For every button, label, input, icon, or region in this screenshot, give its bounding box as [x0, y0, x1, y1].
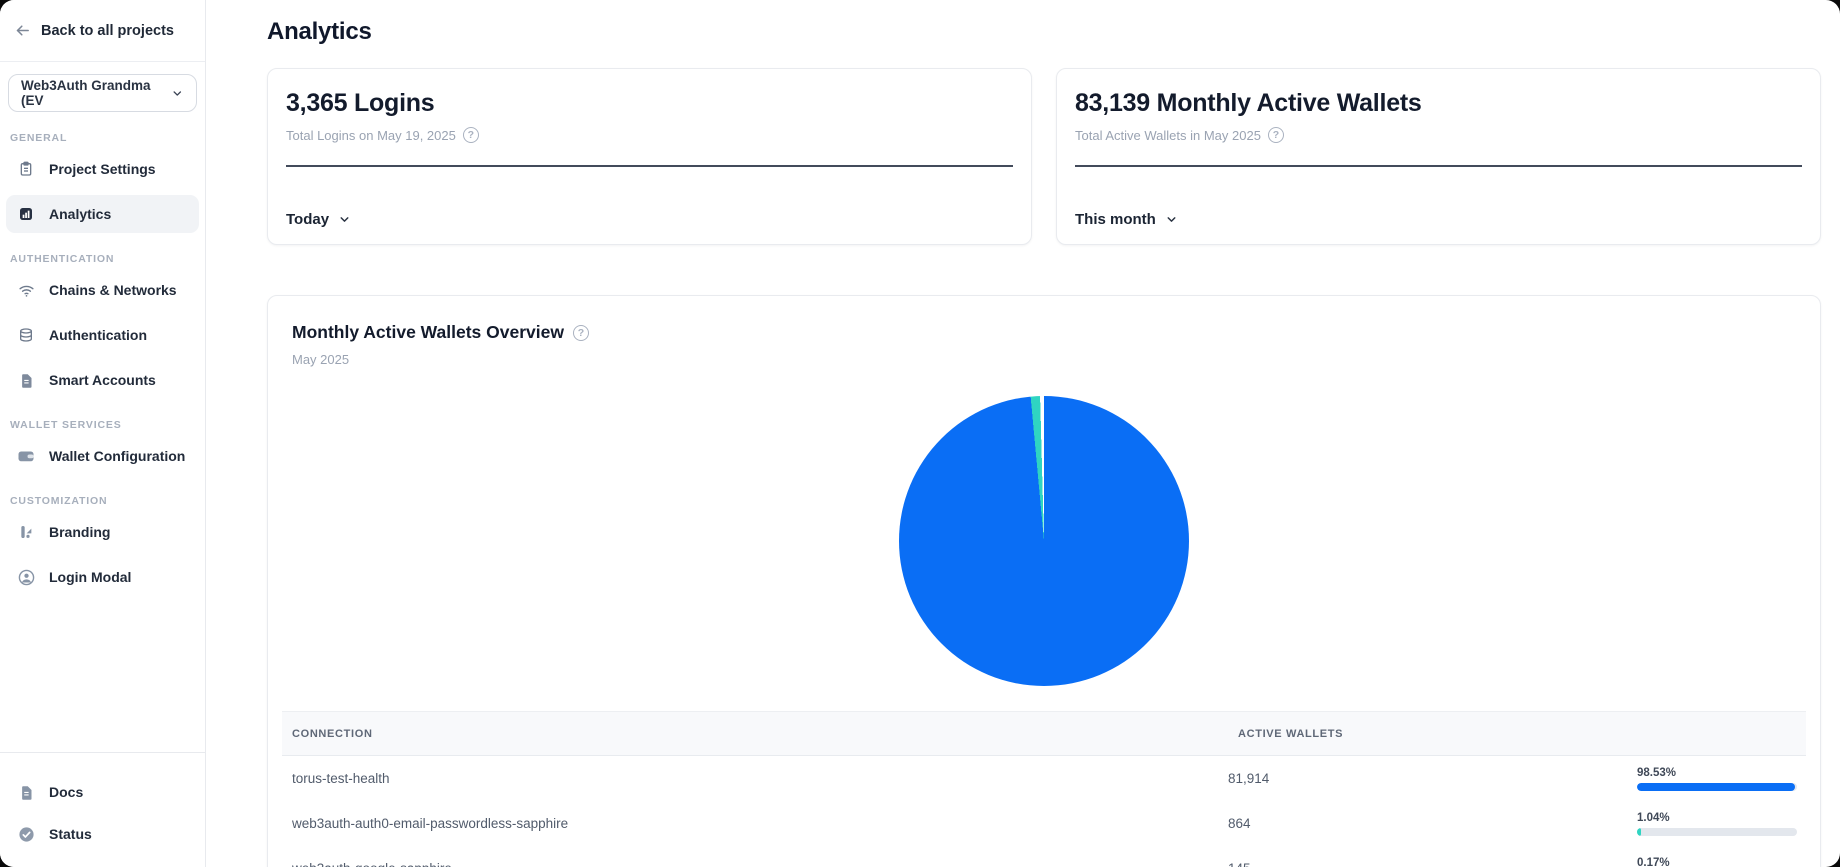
sidebar-item-label: Project Settings	[49, 161, 156, 177]
connection-name: web3auth-google-sapphire	[282, 861, 1228, 867]
stat-cards-row: 3,365 Logins Total Logins on May 19, 202…	[267, 68, 1821, 245]
sidebar-item-label: Status	[49, 826, 92, 842]
monthly-active-wallets-overview-card: Monthly Active Wallets Overview ? May 20…	[267, 295, 1821, 867]
overview-subtitle: May 2025	[292, 352, 350, 367]
clipboard-icon	[16, 159, 36, 179]
analytics-chart-icon	[16, 204, 36, 224]
wallet-icon	[16, 446, 36, 466]
active-wallets-count: 81,914	[1228, 771, 1270, 786]
sidebar-item-docs[interactable]: Docs	[6, 773, 199, 811]
sidebar-item-authentication[interactable]: Authentication	[6, 316, 199, 354]
table-row: web3auth-google-sapphire 145 0.17%	[282, 846, 1806, 867]
sidebar-item-label: Login Modal	[49, 569, 132, 585]
share-bar-track	[1637, 827, 1797, 836]
database-icon	[16, 325, 36, 345]
section-label-wallet-services: WALLET SERVICES	[10, 419, 122, 431]
sidebar-item-smart-accounts[interactable]: Smart Accounts	[6, 361, 199, 399]
sidebar-item-wallet-configuration[interactable]: Wallet Configuration	[6, 437, 199, 475]
active-wallets-count: 145	[1228, 861, 1637, 867]
share-percent-label: 0.17%	[1637, 856, 1670, 867]
section-label-authentication: AUTHENTICATION	[10, 253, 115, 265]
project-selector-dropdown[interactable]: Web3Auth Grandma (EV	[8, 74, 197, 112]
share-bar-fill	[1637, 782, 1795, 791]
sidebar-item-label: Wallet Configuration	[49, 448, 186, 464]
back-to-projects-link[interactable]: Back to all projects	[0, 0, 205, 62]
table-header-row: CONNECTION ACTIVE WALLETS	[282, 711, 1806, 756]
sidebar-item-login-modal[interactable]: Login Modal	[6, 558, 199, 596]
chevron-down-icon	[340, 217, 349, 222]
arrow-left-icon	[16, 25, 29, 36]
document-icon	[16, 370, 36, 390]
chevron-down-icon	[173, 90, 182, 96]
logins-range-label: Today	[286, 211, 330, 228]
sidebar-item-chains-networks[interactable]: Chains & Networks	[6, 271, 199, 309]
card-divider	[1075, 165, 1802, 167]
pie-chart	[899, 396, 1189, 686]
sidebar-item-project-settings[interactable]: Project Settings	[6, 150, 199, 188]
document-icon	[16, 782, 36, 802]
active-wallets-count: 864	[1228, 816, 1251, 831]
active-wallets-subtitle: Total Active Wallets in May 2025	[1075, 127, 1261, 143]
overview-title: Monthly Active Wallets Overview	[292, 322, 564, 342]
active-wallets-stat-card: 83,139 Monthly Active Wallets Total Acti…	[1056, 68, 1821, 245]
page-title: Analytics	[267, 18, 372, 45]
help-icon[interactable]: ?	[1267, 127, 1284, 143]
sidebar-item-label: Analytics	[49, 206, 112, 222]
back-to-projects-label: Back to all projects	[41, 22, 174, 39]
logins-stat-card: 3,365 Logins Total Logins on May 19, 202…	[267, 68, 1032, 245]
connection-name: torus-test-health	[292, 771, 390, 786]
sidebar-item-branding[interactable]: Branding	[6, 513, 199, 551]
sidebar-nav: GENERAL Project Settings Analytics AUTHE…	[0, 112, 205, 611]
sidebar-item-label: Authentication	[49, 327, 147, 343]
chevron-down-icon	[1167, 217, 1176, 222]
sidebar-item-label: Smart Accounts	[49, 372, 156, 388]
column-header-active-wallets: ACTIVE WALLETS	[1238, 727, 1344, 740]
sidebar-item-label: Docs	[49, 784, 84, 800]
share-bar-fill	[1637, 827, 1641, 836]
card-divider	[286, 165, 1013, 167]
sidebar-footer: Docs Status	[0, 752, 205, 867]
wifi-icon	[16, 280, 36, 300]
brush-icon	[16, 522, 36, 542]
share-bar-track	[1637, 782, 1797, 791]
share-percent-label: 1.04%	[1637, 811, 1670, 824]
sidebar-item-label: Branding	[49, 524, 111, 540]
table-row: web3auth-auth0-email-passwordless-sapphi…	[282, 801, 1806, 846]
project-selector-value: Web3Auth Grandma (EV	[21, 78, 151, 108]
section-label-general: GENERAL	[10, 132, 68, 144]
sidebar-item-status[interactable]: Status	[6, 815, 199, 853]
help-icon[interactable]: ?	[462, 127, 479, 143]
active-wallets-range-label: This month	[1075, 211, 1156, 228]
active-wallets-value: 83,139 Monthly Active Wallets	[1075, 89, 1422, 117]
help-icon[interactable]: ?	[572, 324, 589, 341]
sidebar-item-label: Chains & Networks	[49, 282, 177, 298]
column-header-connection: CONNECTION	[292, 727, 373, 740]
main-content: Analytics 3,365 Logins Total Logins on M…	[206, 0, 1840, 867]
sidebar-item-analytics[interactable]: Analytics	[6, 195, 199, 233]
section-label-customization: CUSTOMIZATION	[10, 495, 108, 507]
connection-name: web3auth-auth0-email-passwordless-sapphi…	[292, 816, 569, 831]
table-row: torus-test-health 81,914 98.53%	[282, 756, 1806, 801]
logins-range-dropdown[interactable]: Today	[286, 211, 351, 228]
logins-subtitle: Total Logins on May 19, 2025	[286, 127, 456, 143]
sidebar: Back to all projects Web3Auth Grandma (E…	[0, 0, 206, 867]
user-circle-icon	[16, 567, 36, 587]
connections-table: CONNECTION ACTIVE WALLETS torus-test-hea…	[282, 711, 1806, 867]
share-percent-label: 98.53%	[1637, 766, 1677, 779]
check-circle-icon	[16, 824, 36, 844]
logins-value: 3,365 Logins	[286, 89, 435, 117]
active-wallets-range-dropdown[interactable]: This month	[1075, 211, 1178, 228]
